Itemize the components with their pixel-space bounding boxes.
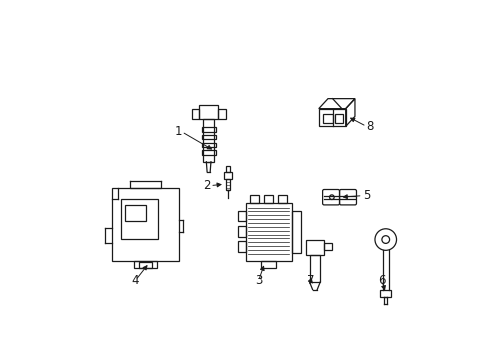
Text: 2: 2 (202, 179, 210, 192)
Text: 3: 3 (254, 274, 262, 287)
Bar (199, 105, 218, 120)
Text: 7: 7 (306, 274, 313, 287)
Bar (111, 188, 179, 261)
Bar (225, 166, 230, 172)
Bar (218, 109, 225, 120)
Bar (238, 242, 245, 252)
Text: 4: 4 (131, 274, 139, 287)
Bar (139, 262, 151, 269)
Bar (291, 211, 301, 253)
Bar (203, 120, 214, 162)
Bar (225, 180, 230, 190)
Text: 8: 8 (366, 120, 373, 133)
Bar (202, 135, 215, 139)
Bar (238, 226, 245, 237)
Bar (305, 239, 324, 255)
Bar (224, 172, 231, 180)
Bar (202, 143, 215, 147)
Bar (322, 114, 333, 123)
Bar (261, 261, 276, 269)
Bar (334, 114, 342, 123)
Bar (250, 195, 259, 203)
Bar (238, 211, 245, 221)
Text: 6: 6 (377, 274, 385, 287)
Bar (245, 203, 291, 261)
Bar (324, 243, 331, 250)
Text: 1: 1 (174, 125, 182, 138)
Bar (202, 150, 215, 155)
Bar (191, 109, 199, 120)
Bar (277, 195, 286, 203)
Bar (264, 195, 273, 203)
Bar (134, 261, 157, 269)
Bar (202, 127, 215, 132)
Bar (121, 199, 158, 239)
Bar (309, 255, 320, 282)
Text: 5: 5 (362, 189, 369, 202)
Bar (380, 289, 390, 297)
Bar (124, 204, 146, 221)
